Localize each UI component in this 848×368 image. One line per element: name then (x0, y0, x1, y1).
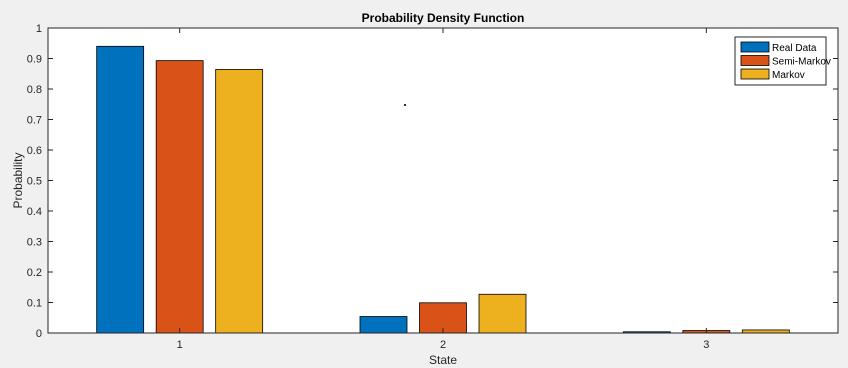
x-axis-title: State (429, 353, 457, 367)
chart-title: Probability Density Function (362, 11, 525, 25)
y-tick-label: 0.8 (27, 84, 42, 96)
bar-markov-state-1 (215, 69, 264, 334)
y-tick-label: 0.7 (27, 115, 42, 127)
bar-markov-state-2 (478, 293, 527, 334)
legend-swatch-markov (740, 68, 770, 80)
x-tick-label: 2 (440, 339, 446, 351)
x-tick-label: 1 (177, 339, 183, 351)
legend-label-markov: Markov (772, 70, 805, 81)
y-tick-label: 0.5 (27, 176, 42, 188)
y-tick-label: 0.9 (27, 54, 42, 66)
legend-label-real-data: Real Data (772, 43, 817, 54)
y-tick-label: 0.1 (27, 298, 42, 310)
bar-semi-markov-state-2 (419, 302, 467, 334)
legend: Real Data Semi-Markov Markov (734, 36, 831, 86)
legend-swatch-real-data (740, 41, 770, 53)
y-axis-title: Probability (11, 152, 25, 208)
y-tick-label: 0.4 (27, 206, 42, 218)
y-tick-label: 0 (36, 328, 42, 340)
legend-swatch-semi-markov (740, 55, 770, 66)
y-tick-label: 0.2 (27, 267, 42, 279)
y-tick-label: 0.6 (27, 145, 42, 157)
axes-layer: 0 0.1 0.2 0.3 0.4 0.5 0.6 0.7 0.8 0.9 1 1 2 3 (27, 23, 839, 351)
bars-layer (96, 45, 790, 334)
legend-label-semi-markov: Semi-Markov (772, 57, 831, 68)
bar-semi-markov-state-1 (155, 60, 204, 334)
x-tick-label: 3 (703, 339, 709, 351)
y-tick-label: 1 (36, 23, 42, 35)
y-tick-label: 0.3 (27, 237, 42, 249)
bar-real-data-state-1 (96, 45, 145, 334)
stray-marker (404, 104, 406, 106)
bar-real-data-state-2 (359, 316, 408, 334)
